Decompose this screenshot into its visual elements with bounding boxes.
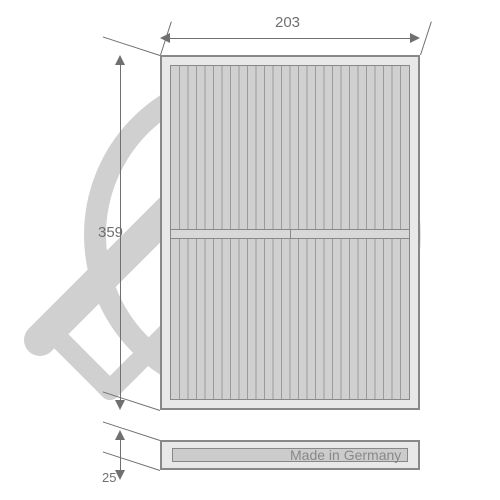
dim-width-label: 203	[275, 14, 300, 31]
drawing-canvas: 203 359 25 Made in Germany	[0, 0, 500, 500]
dim-width-arrow-r	[410, 33, 420, 43]
front-view	[160, 55, 420, 410]
dim-width-arrow-l	[160, 33, 170, 43]
dim-width-line	[165, 38, 415, 39]
dim-thick-arrow-b	[115, 470, 125, 480]
dim-height-arrow-t	[115, 55, 125, 65]
origin-label: Made in Germany	[290, 447, 401, 463]
dim-thick-arrow-t	[115, 430, 125, 440]
dim-thick-line	[120, 440, 121, 470]
front-view-inner	[170, 65, 410, 400]
front-view-midbar	[171, 229, 409, 239]
dim-height-arrow-b	[115, 400, 125, 410]
dim-height-line	[120, 60, 121, 405]
